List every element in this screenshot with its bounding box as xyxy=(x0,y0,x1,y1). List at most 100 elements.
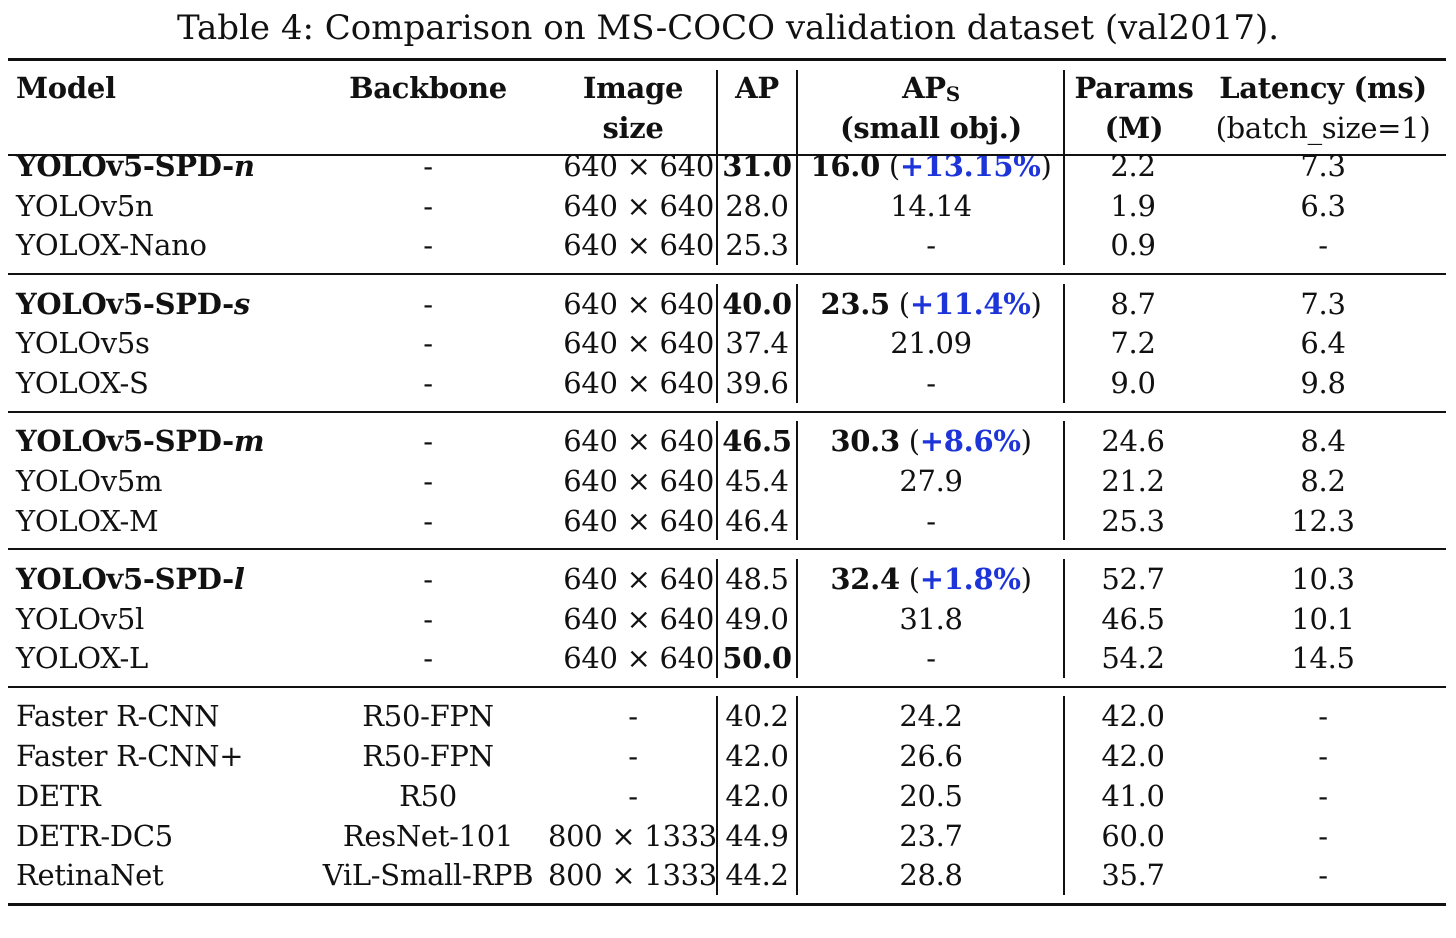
backbone-cell: - xyxy=(423,366,433,400)
aps-value: 21.09 xyxy=(890,326,972,361)
aps-cell: 20.5 xyxy=(800,776,1062,816)
aps-value: - xyxy=(926,641,936,676)
model-cell: YOLOX-S xyxy=(16,363,316,403)
backbone-cell: - xyxy=(423,149,433,183)
backbone-cell: - xyxy=(423,228,433,263)
aps-value: 28.8 xyxy=(899,858,963,893)
model-name: YOLOX-L xyxy=(16,641,149,676)
header-backbone: Backbone xyxy=(349,71,507,105)
params-cell: 42.0 xyxy=(1101,739,1165,774)
backbone-cell: ViL-Small-RPB xyxy=(322,858,534,893)
image-size-cell: 640 × 640 xyxy=(563,188,714,223)
params-cell: 9.0 xyxy=(1110,366,1156,400)
header-latency-line2: (batch_size=1) xyxy=(1215,111,1431,145)
backbone-cell: - xyxy=(423,326,433,361)
backbone-cell: - xyxy=(423,286,433,321)
aps-value: - xyxy=(926,366,936,400)
latency-cell: - xyxy=(1318,858,1328,893)
column-divider xyxy=(796,558,798,678)
header-params-line2: (M) xyxy=(1104,111,1164,145)
header-aps: APS xyxy=(800,68,1062,108)
ap-cell: 40.2 xyxy=(725,699,789,734)
column-divider xyxy=(716,421,718,541)
latency-cell: - xyxy=(1318,699,1328,734)
column-divider xyxy=(1063,146,1065,266)
latency-cell: - xyxy=(1318,778,1328,813)
aps-value: - xyxy=(926,228,936,263)
ap-cell: 46.4 xyxy=(725,503,789,538)
model-cell: DETR-DC5 xyxy=(16,816,316,856)
aps-cell: 24.2 xyxy=(800,696,1062,736)
aps-cell: 27.9 xyxy=(800,461,1062,501)
model-cell: Faster R-CNN+ xyxy=(16,736,316,776)
column-divider xyxy=(1063,558,1065,678)
latency-cell: 9.8 xyxy=(1300,366,1346,400)
latency-cell: 10.3 xyxy=(1291,561,1355,596)
aps-cell: - xyxy=(800,501,1062,541)
header-rule xyxy=(8,154,1446,156)
aps-value: 27.9 xyxy=(899,463,963,498)
params-cell: 52.7 xyxy=(1101,561,1165,596)
group-rule xyxy=(8,548,1446,551)
header-model: Model xyxy=(16,71,116,105)
table-caption: Table 4: Comparison on MS-COCO validatio… xyxy=(176,8,1280,48)
aps-value: - xyxy=(926,503,936,538)
model-name: YOLOv5-SPD- xyxy=(16,286,234,321)
bottom-rule xyxy=(8,902,1446,906)
ap-cell: 40.0 xyxy=(722,286,792,321)
aps-cell: 26.6 xyxy=(800,736,1062,776)
ap-cell: 50.0 xyxy=(722,641,792,676)
model-name: DETR-DC5 xyxy=(16,818,173,853)
aps-value: 26.6 xyxy=(899,739,963,774)
image-size-cell: - xyxy=(628,699,638,734)
model-cell: YOLOv5l xyxy=(16,599,316,639)
column-divider xyxy=(796,696,798,895)
latency-cell: 12.3 xyxy=(1291,503,1355,538)
image-size-cell: 640 × 640 xyxy=(563,149,714,183)
image-size-cell: 640 × 640 xyxy=(563,561,714,596)
ap-cell: 48.5 xyxy=(725,561,789,596)
image-size-cell: 800 × 1333 xyxy=(548,858,717,893)
image-size-cell: - xyxy=(628,739,638,774)
model-name: YOLOX-M xyxy=(16,503,159,538)
column-divider xyxy=(1063,70,1065,150)
model-size-suffix: l xyxy=(233,561,245,596)
params-cell: 60.0 xyxy=(1101,818,1165,853)
model-name: YOLOX-S xyxy=(16,366,149,400)
model-size-suffix: m xyxy=(233,424,265,459)
ap-cell: 44.2 xyxy=(725,858,789,893)
group-rule xyxy=(8,273,1446,276)
latency-cell: 14.5 xyxy=(1291,641,1355,676)
backbone-cell: R50 xyxy=(399,778,457,813)
params-cell: 0.9 xyxy=(1110,228,1156,263)
aps-value: 31.8 xyxy=(899,601,963,636)
column-divider xyxy=(1063,283,1065,403)
backbone-cell: - xyxy=(423,503,433,538)
aps-improvement: +8.6% xyxy=(919,424,1021,459)
header-image-size-line1: Image xyxy=(582,71,684,105)
group-rule xyxy=(8,410,1446,413)
ap-cell: 49.0 xyxy=(725,601,789,636)
latency-cell: 7.3 xyxy=(1300,286,1346,321)
model-name: RetinaNet xyxy=(16,858,164,893)
column-divider xyxy=(796,283,798,403)
top-rule xyxy=(8,58,1446,61)
model-cell: Faster R-CNN xyxy=(16,696,316,736)
aps-cell: 16.0 (+13.15%) xyxy=(810,149,1052,183)
latency-cell: 6.3 xyxy=(1300,188,1346,223)
model-name: YOLOv5l xyxy=(16,601,144,636)
model-name: YOLOv5-SPD- xyxy=(16,561,234,596)
backbone-cell: - xyxy=(423,561,433,596)
column-divider xyxy=(796,146,798,266)
header-latency-line1: Latency (ms) xyxy=(1219,71,1427,105)
aps-value: 23.7 xyxy=(899,818,963,853)
aps-cell: 28.8 xyxy=(800,855,1062,895)
image-size-cell: 640 × 640 xyxy=(563,463,714,498)
aps-value: 24.2 xyxy=(899,699,963,734)
aps-cell: - xyxy=(800,638,1062,678)
backbone-cell: - xyxy=(423,463,433,498)
model-cell: YOLOv5s xyxy=(16,323,316,363)
aps-value: 14.14 xyxy=(890,188,972,223)
ap-cell: 25.3 xyxy=(725,228,789,263)
model-cell: YOLOv5-SPD-l xyxy=(16,559,316,599)
